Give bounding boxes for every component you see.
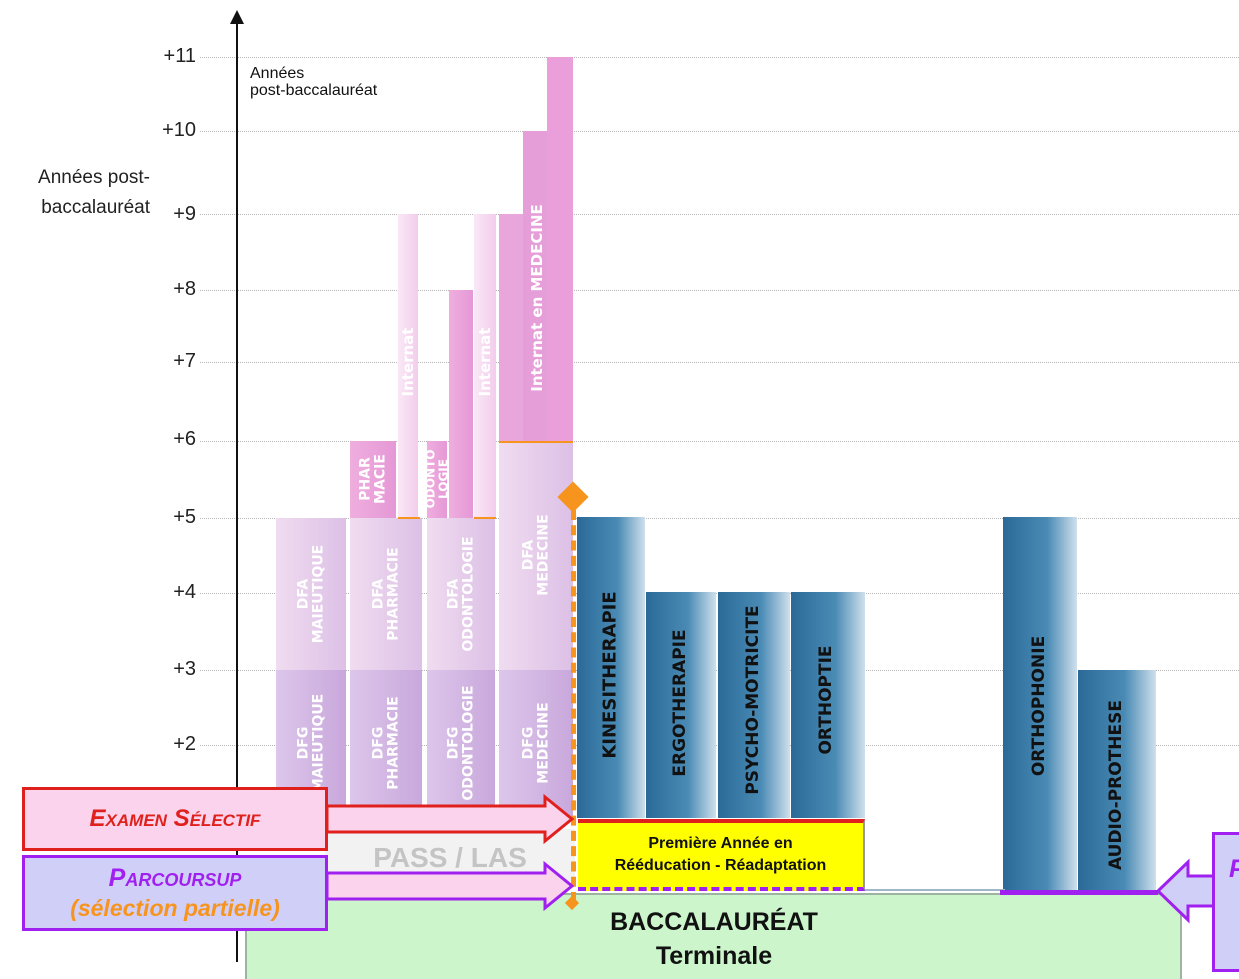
y-tick-label: +10 <box>162 119 196 141</box>
y-tick-label: +2 <box>173 733 196 755</box>
medecine-boundary-line <box>499 441 573 443</box>
baccalaureat-line2: Terminale <box>655 942 773 970</box>
psychomotricite-bar <box>718 592 790 818</box>
gridline <box>200 57 1239 58</box>
right-callout-arrow <box>1155 858 1218 924</box>
gridline <box>200 131 1239 132</box>
pharmacie-boundary-line <box>398 517 420 519</box>
selection-partielle-label: (sélection partielle) <box>70 895 280 921</box>
y-tick-label: +9 <box>173 203 196 225</box>
examen-selectif-label: Examen Sélectif <box>89 805 261 832</box>
gridline <box>200 362 1239 363</box>
internat-medecine-bar-1 <box>499 214 523 441</box>
right-callout-box: P <box>1212 832 1239 972</box>
premiere-annee-line1: Première Année en <box>648 835 793 852</box>
baccalaureat-line1: BACCALAURÉAT <box>610 908 818 936</box>
y-tick-label: +6 <box>173 428 196 450</box>
dfa-medecine-bar <box>499 441 573 670</box>
examen-selectif-box: Examen Sélectif <box>22 787 328 851</box>
premiere-annee-box: Première Année en Rééducation - Réadapta… <box>578 819 865 891</box>
y-tick-label: +11 <box>163 45 196 67</box>
odontologie-boundary-line <box>474 517 496 519</box>
legend-note-line2: post-baccalauréat <box>250 82 378 99</box>
odontologie-upper-bar <box>449 290 473 518</box>
gridline <box>200 214 1239 215</box>
parcoursup-arrow <box>325 860 575 912</box>
legend-note: Années post-baccalauréat <box>250 65 377 99</box>
odontologie-bar <box>427 441 447 518</box>
y-tick-label: +7 <box>173 350 196 372</box>
internat-odontologie-bar <box>474 214 496 518</box>
y-tick-label: +8 <box>173 278 196 300</box>
connector-line <box>865 889 1005 891</box>
dfa-maieutique-bar <box>276 518 346 670</box>
parcoursup-label: Parcoursup <box>108 864 242 892</box>
kinesitherapie-bar <box>577 517 645 818</box>
internat-medecine-bar-2 <box>523 131 547 441</box>
audioprothese-bar <box>1078 670 1156 893</box>
parcoursup-line-right <box>1000 890 1158 895</box>
right-callout-label: P <box>1229 855 1239 884</box>
y-axis-title: Années post- baccalauréat <box>10 163 150 223</box>
orange-dashed-line <box>571 510 576 902</box>
y-tick-label: +4 <box>173 581 196 603</box>
pharmacie-bar <box>350 441 396 518</box>
y-axis-title-line1: Années post- <box>38 167 150 188</box>
dfg-medecine-bar <box>499 670 573 818</box>
pass-las-label: PASS / LAS <box>373 841 527 873</box>
gridline <box>200 441 1239 442</box>
y-axis-line <box>236 22 238 962</box>
dfg-pharmacie-bar <box>350 670 422 818</box>
internat-pharmacie-bar <box>398 214 418 518</box>
baccalaureat-box <box>245 893 1182 979</box>
internat-medecine-bar-3 <box>547 57 573 441</box>
y-axis-title-line2: baccalauréat <box>41 197 150 218</box>
legend-note-line1: Années <box>250 65 305 82</box>
y-axis-arrow <box>230 10 244 24</box>
parcoursup-box: Parcoursup (sélection partielle) <box>22 855 328 931</box>
orthoptie-bar <box>791 592 865 818</box>
orthophonie-bar <box>1003 517 1077 893</box>
dfa-odontologie-bar <box>427 518 495 670</box>
dfg-odontologie-bar <box>427 670 495 818</box>
y-tick-label: +5 <box>173 506 196 528</box>
ergotherapie-bar <box>646 592 716 818</box>
dfa-pharmacie-bar <box>350 518 422 670</box>
examen-arrow <box>325 793 575 845</box>
baccalaureat-label: BACCALAURÉAT Terminale <box>500 905 928 973</box>
gridline <box>200 518 1239 519</box>
y-tick-label: +3 <box>173 658 196 680</box>
premiere-annee-line2: Rééducation - Réadaptation <box>614 857 827 874</box>
gridline <box>200 290 1239 291</box>
